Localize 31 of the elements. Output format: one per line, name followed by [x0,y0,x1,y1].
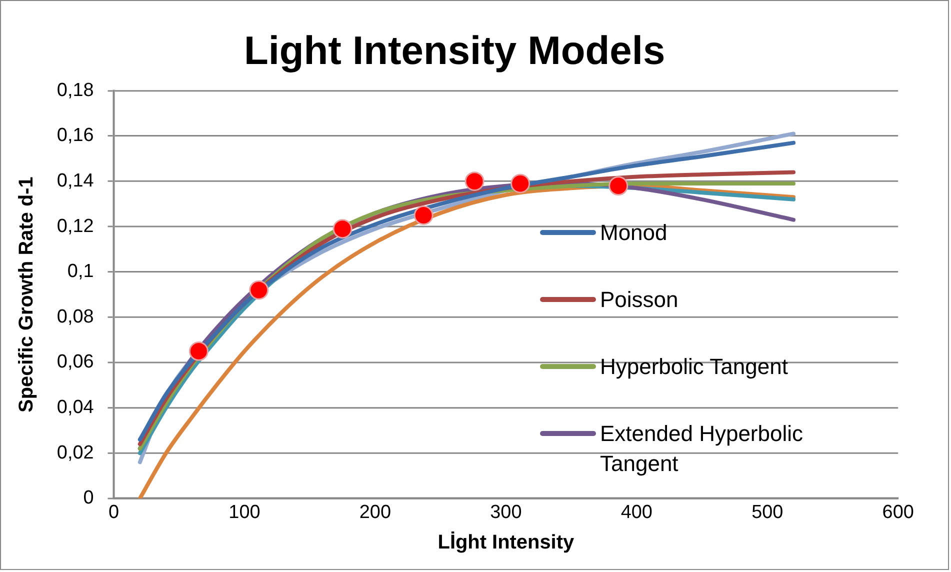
legend-label: Poisson [600,286,678,314]
legend-label: Extended Hyperbolic Tangent [600,420,804,478]
y-tick-label: 0,02 [56,442,94,464]
y-tick-label: 0 [83,488,94,509]
x-tick-label: 200 [359,502,392,524]
y-tick-label: 0,06 [56,352,94,373]
y-tick-label: 0,18 [56,80,94,101]
x-axis-title: Lİght Intensity [438,530,574,554]
y-axis-title: Specific Growth Rate d-1 [15,176,38,412]
x-tick-label: 500 [752,502,784,524]
point [249,280,269,300]
chart-title: Light Intensity Models [244,28,666,73]
point [464,172,484,192]
point [332,219,352,239]
point [188,341,208,361]
y-tick-label: 0,14 [56,170,94,192]
x-tick-label: 300 [490,502,522,524]
y-tick-label: 0,12 [56,216,94,237]
x-tick-label: 100 [228,502,260,524]
y-tick-label: 0,1 [67,261,94,282]
y-tick-label: 0,16 [56,125,94,146]
point [414,206,434,225]
legend-label: Monod [600,219,668,247]
x-tick-label: 600 [882,502,914,524]
x-tick-label: 0 [108,502,120,524]
point [608,176,628,196]
y-tick-label: 0,08 [56,306,94,328]
x-tick-label: 400 [620,502,652,524]
legend-label: Hyperbolic Tangent [600,353,788,381]
y-tick-label: 0,04 [56,397,94,418]
point [510,174,530,194]
